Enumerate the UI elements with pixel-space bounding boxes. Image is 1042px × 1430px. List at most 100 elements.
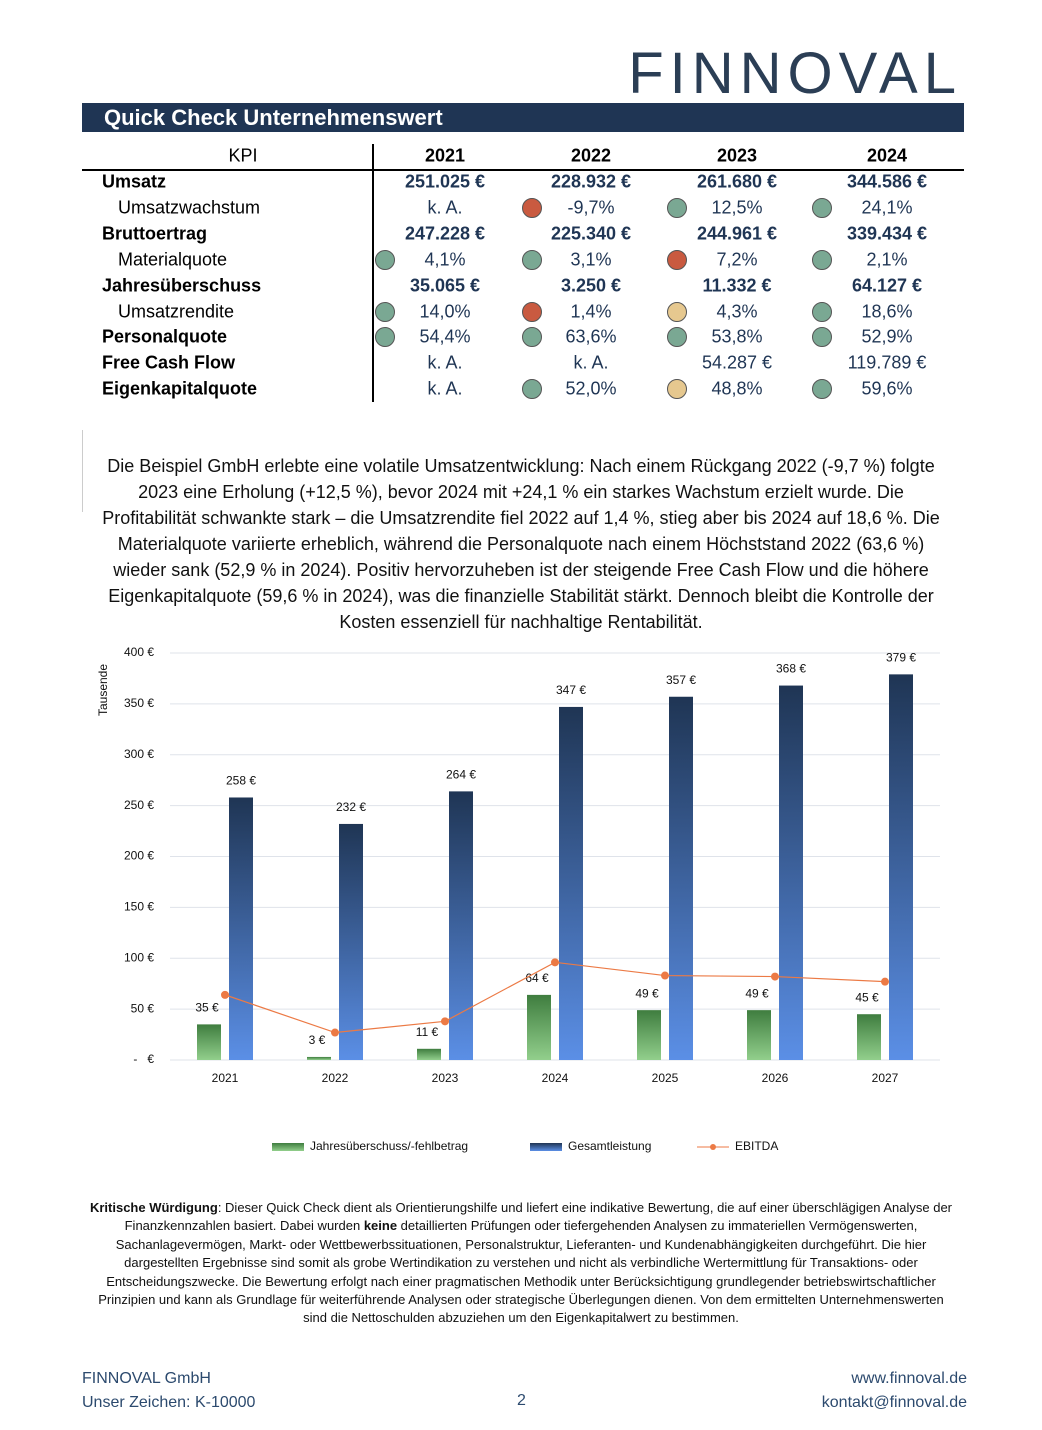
value-label: 347 € (556, 683, 586, 697)
legend-label: Gesamtleistung (568, 1139, 651, 1153)
footer-company: FINNOVAL GmbH (82, 1370, 211, 1387)
cell-value: 261.680 € (696, 171, 778, 192)
cell-value: 18,6% (861, 301, 913, 321)
status-dot (522, 301, 542, 322)
cell-value: 52,9% (861, 326, 913, 347)
line-marker (661, 971, 669, 980)
bar (857, 1014, 881, 1060)
line-marker (551, 958, 559, 967)
value-label: 379 € (886, 651, 916, 665)
status-dot (812, 379, 832, 400)
value-label: 357 € (666, 673, 696, 687)
bar (449, 791, 473, 1060)
y-axis-label: Tausende (96, 664, 110, 716)
status-dot (375, 249, 395, 270)
cell-value: 251.025 € (404, 171, 486, 192)
cell-value: 344.586 € (846, 171, 928, 192)
x-tick-label: 2024 (542, 1071, 569, 1085)
cell-value: k. A. (427, 197, 463, 218)
row-label: Bruttoertrag (102, 223, 208, 244)
cell-value: 4,3% (716, 301, 758, 321)
value-label: 11 € (416, 1025, 439, 1039)
bar (197, 1024, 221, 1060)
column-rule (372, 144, 374, 402)
bar (229, 797, 253, 1060)
cell-value: 339.434 € (846, 223, 928, 244)
x-tick-label: 2022 (322, 1071, 349, 1085)
quote-rule (82, 430, 83, 512)
cell-value: 64.127 € (851, 275, 923, 296)
legend-label: EBITDA (735, 1139, 778, 1153)
row-label: Eigenkapitalquote (102, 378, 258, 399)
logo: FINNOVAL (628, 41, 962, 106)
cell-value: 119.789 € (847, 352, 927, 373)
cell-value: -9,7% (567, 197, 615, 218)
footer-email: kontakt@finnoval.de (821, 1394, 967, 1411)
status-dot (375, 301, 395, 322)
line-marker (331, 1028, 339, 1037)
cell-value: 3.250 € (560, 275, 622, 296)
line-marker (771, 972, 779, 981)
bar (307, 1056, 331, 1060)
value-label: 64 € (525, 971, 549, 985)
bar (889, 674, 913, 1060)
line-marker (221, 990, 229, 999)
cell-value: 244.961 € (696, 223, 778, 244)
row-label: Materialquote (118, 249, 228, 270)
x-tick-label: 2021 (212, 1071, 239, 1085)
status-dot (522, 249, 542, 270)
status-dot (522, 327, 542, 348)
value-label: 49 € (635, 986, 659, 1000)
x-tick-label: 2023 (432, 1071, 459, 1085)
column-header: 2023 (716, 145, 758, 166)
value-label: 3 € (309, 1033, 326, 1047)
cell-value: 228.932 € (550, 171, 632, 192)
critique-text: detaillierten Prüfungen oder tiefergehen… (98, 1218, 944, 1326)
header-rule (82, 169, 964, 171)
bar (747, 1010, 771, 1060)
cell-value: 24,1% (861, 197, 913, 218)
value-label: 264 € (446, 768, 476, 782)
value-label: 258 € (226, 774, 256, 788)
bar (779, 685, 803, 1060)
y-tick-label: - € (133, 1052, 154, 1066)
cell-value: 4,1% (424, 249, 466, 270)
cell-value: k. A. (573, 352, 609, 373)
critique-text: : Dieser Quick Check dient als Orientier… (124, 1200, 953, 1234)
cell-value: 2,1% (866, 249, 908, 270)
status-dot (812, 327, 832, 348)
row-label: Umsatzwachstum (118, 197, 261, 218)
column-header: 2024 (866, 145, 908, 166)
y-tick-label: 350 € (124, 696, 154, 710)
status-dot (375, 327, 395, 348)
footer-website: www.finnoval.de (851, 1370, 967, 1387)
cell-value: 14,0% (419, 301, 471, 321)
bar (527, 994, 551, 1060)
status-dot (522, 197, 542, 218)
legend-swatch (530, 1143, 562, 1151)
value-label: 45 € (855, 990, 879, 1004)
status-dot (667, 301, 687, 322)
chart: - € 50 € 100 € 150 € 200 € 250 € 300 € 350 € 400… (96, 645, 940, 1153)
summary: Die Beispiel GmbH erlebte eine volatile … (102, 456, 940, 632)
value-label: 49 € (745, 986, 769, 1000)
cell-value: 247.228 € (404, 223, 486, 244)
cell-value: k. A. (427, 352, 463, 373)
bar (339, 823, 363, 1060)
value-label: 35 € (195, 1001, 219, 1015)
legend-swatch (710, 1144, 716, 1150)
x-tick-label: 2026 (762, 1071, 789, 1085)
critique-bold: keine (363, 1218, 398, 1234)
cell-value: 12,5% (711, 197, 763, 218)
y-tick-label: 400 € (124, 645, 154, 659)
x-tick-label: 2027 (872, 1071, 899, 1085)
status-dot (812, 197, 832, 218)
y-tick-label: 250 € (124, 798, 154, 812)
bar (669, 696, 693, 1060)
y-tick-label: 100 € (124, 950, 154, 964)
cell-value: 59,6% (861, 378, 913, 399)
cell-value: 53,8% (711, 326, 763, 347)
cell-value: 7,2% (716, 249, 758, 270)
row-label: Personalquote (102, 326, 228, 347)
